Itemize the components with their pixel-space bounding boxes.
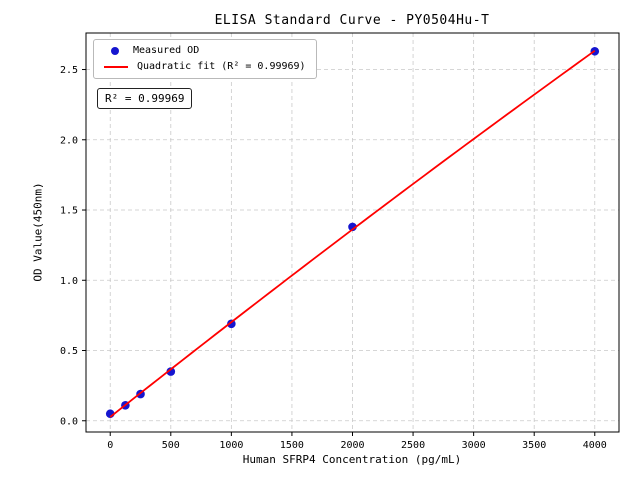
svg-text:3500: 3500 (522, 440, 546, 451)
svg-text:4000: 4000 (583, 440, 607, 451)
svg-text:1000: 1000 (219, 440, 243, 451)
svg-text:0.0: 0.0 (60, 416, 78, 427)
svg-text:2.5: 2.5 (60, 65, 78, 76)
measured-od-marker-icon (111, 47, 119, 55)
svg-text:0.5: 0.5 (60, 346, 78, 357)
svg-text:3000: 3000 (462, 440, 486, 451)
svg-text:2500: 2500 (401, 440, 425, 451)
legend-item-measured-od: Measured OD (104, 46, 306, 56)
svg-text:500: 500 (162, 440, 180, 451)
svg-text:2.0: 2.0 (60, 135, 78, 146)
y-axis-label: OD Value(450nm) (31, 182, 45, 282)
svg-text:1.5: 1.5 (60, 206, 78, 217)
legend-item-quadratic-fit: Quadratic fit (R² = 0.99969) (104, 62, 306, 72)
svg-text:0: 0 (107, 440, 113, 451)
svg-text:1.0: 1.0 (60, 276, 78, 287)
r-squared-annotation: R² = 0.99969 (97, 88, 193, 109)
x-axis-label: Human SFRP4 Concentration (pg/mL) (242, 453, 462, 466)
legend-label-quadratic-fit: Quadratic fit (R² = 0.99969) (137, 61, 306, 72)
chart-title: ELISA Standard Curve - PY0504Hu-T (214, 13, 490, 28)
legend-label-measured-od: Measured OD (133, 45, 200, 56)
svg-text:2000: 2000 (340, 440, 364, 451)
svg-text:1500: 1500 (280, 440, 304, 451)
legend: Measured OD Quadratic fit (R² = 0.99969) (93, 39, 317, 79)
quadratic-fit-line-icon (104, 66, 128, 68)
